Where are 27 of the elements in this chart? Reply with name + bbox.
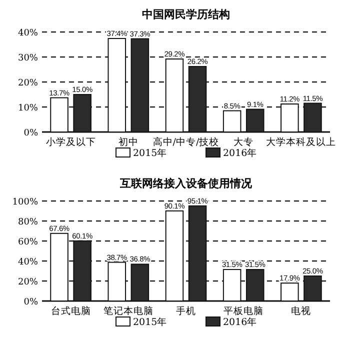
x-tick-label: 台式电脑	[50, 305, 91, 317]
x-tick-label: 大专	[234, 136, 254, 148]
y-tick-label: 80%	[18, 218, 38, 228]
x-tick-label: 大学本科及以上	[266, 136, 336, 148]
x-tick-label: 电视	[291, 305, 312, 317]
y-tick-label: 40%	[18, 28, 38, 38]
legend-label: 2015年	[133, 316, 168, 328]
x-tick-label: 初中	[118, 136, 138, 148]
y-tick-label: 30%	[18, 54, 38, 64]
y-tick-label: 0%	[24, 128, 38, 138]
y-tick-label: 100%	[12, 198, 38, 208]
x-tick-label: 平板电脑	[224, 305, 264, 317]
legend-label: 2016年	[223, 316, 258, 328]
x-tick-label: 笔记本电脑	[103, 305, 154, 317]
x-tick-label: 小学及以下	[46, 136, 96, 148]
y-tick-label: 40%	[18, 258, 38, 268]
x-tick-label: 高中/中专/技校	[152, 136, 220, 148]
y-tick-label: 20%	[18, 278, 38, 288]
chart-title: 中国网民学历结构	[142, 8, 230, 21]
legend-label: 2016年	[223, 147, 258, 159]
legend-label: 2015年	[133, 147, 168, 159]
y-tick-label: 60%	[18, 238, 38, 248]
y-tick-label: 10%	[18, 104, 38, 114]
chart-title: 互联网络接入设备使用情况	[119, 177, 253, 190]
x-tick-label: 手机	[176, 305, 196, 317]
y-tick-label: 20%	[18, 78, 38, 88]
y-tick-label: 0%	[24, 298, 38, 308]
